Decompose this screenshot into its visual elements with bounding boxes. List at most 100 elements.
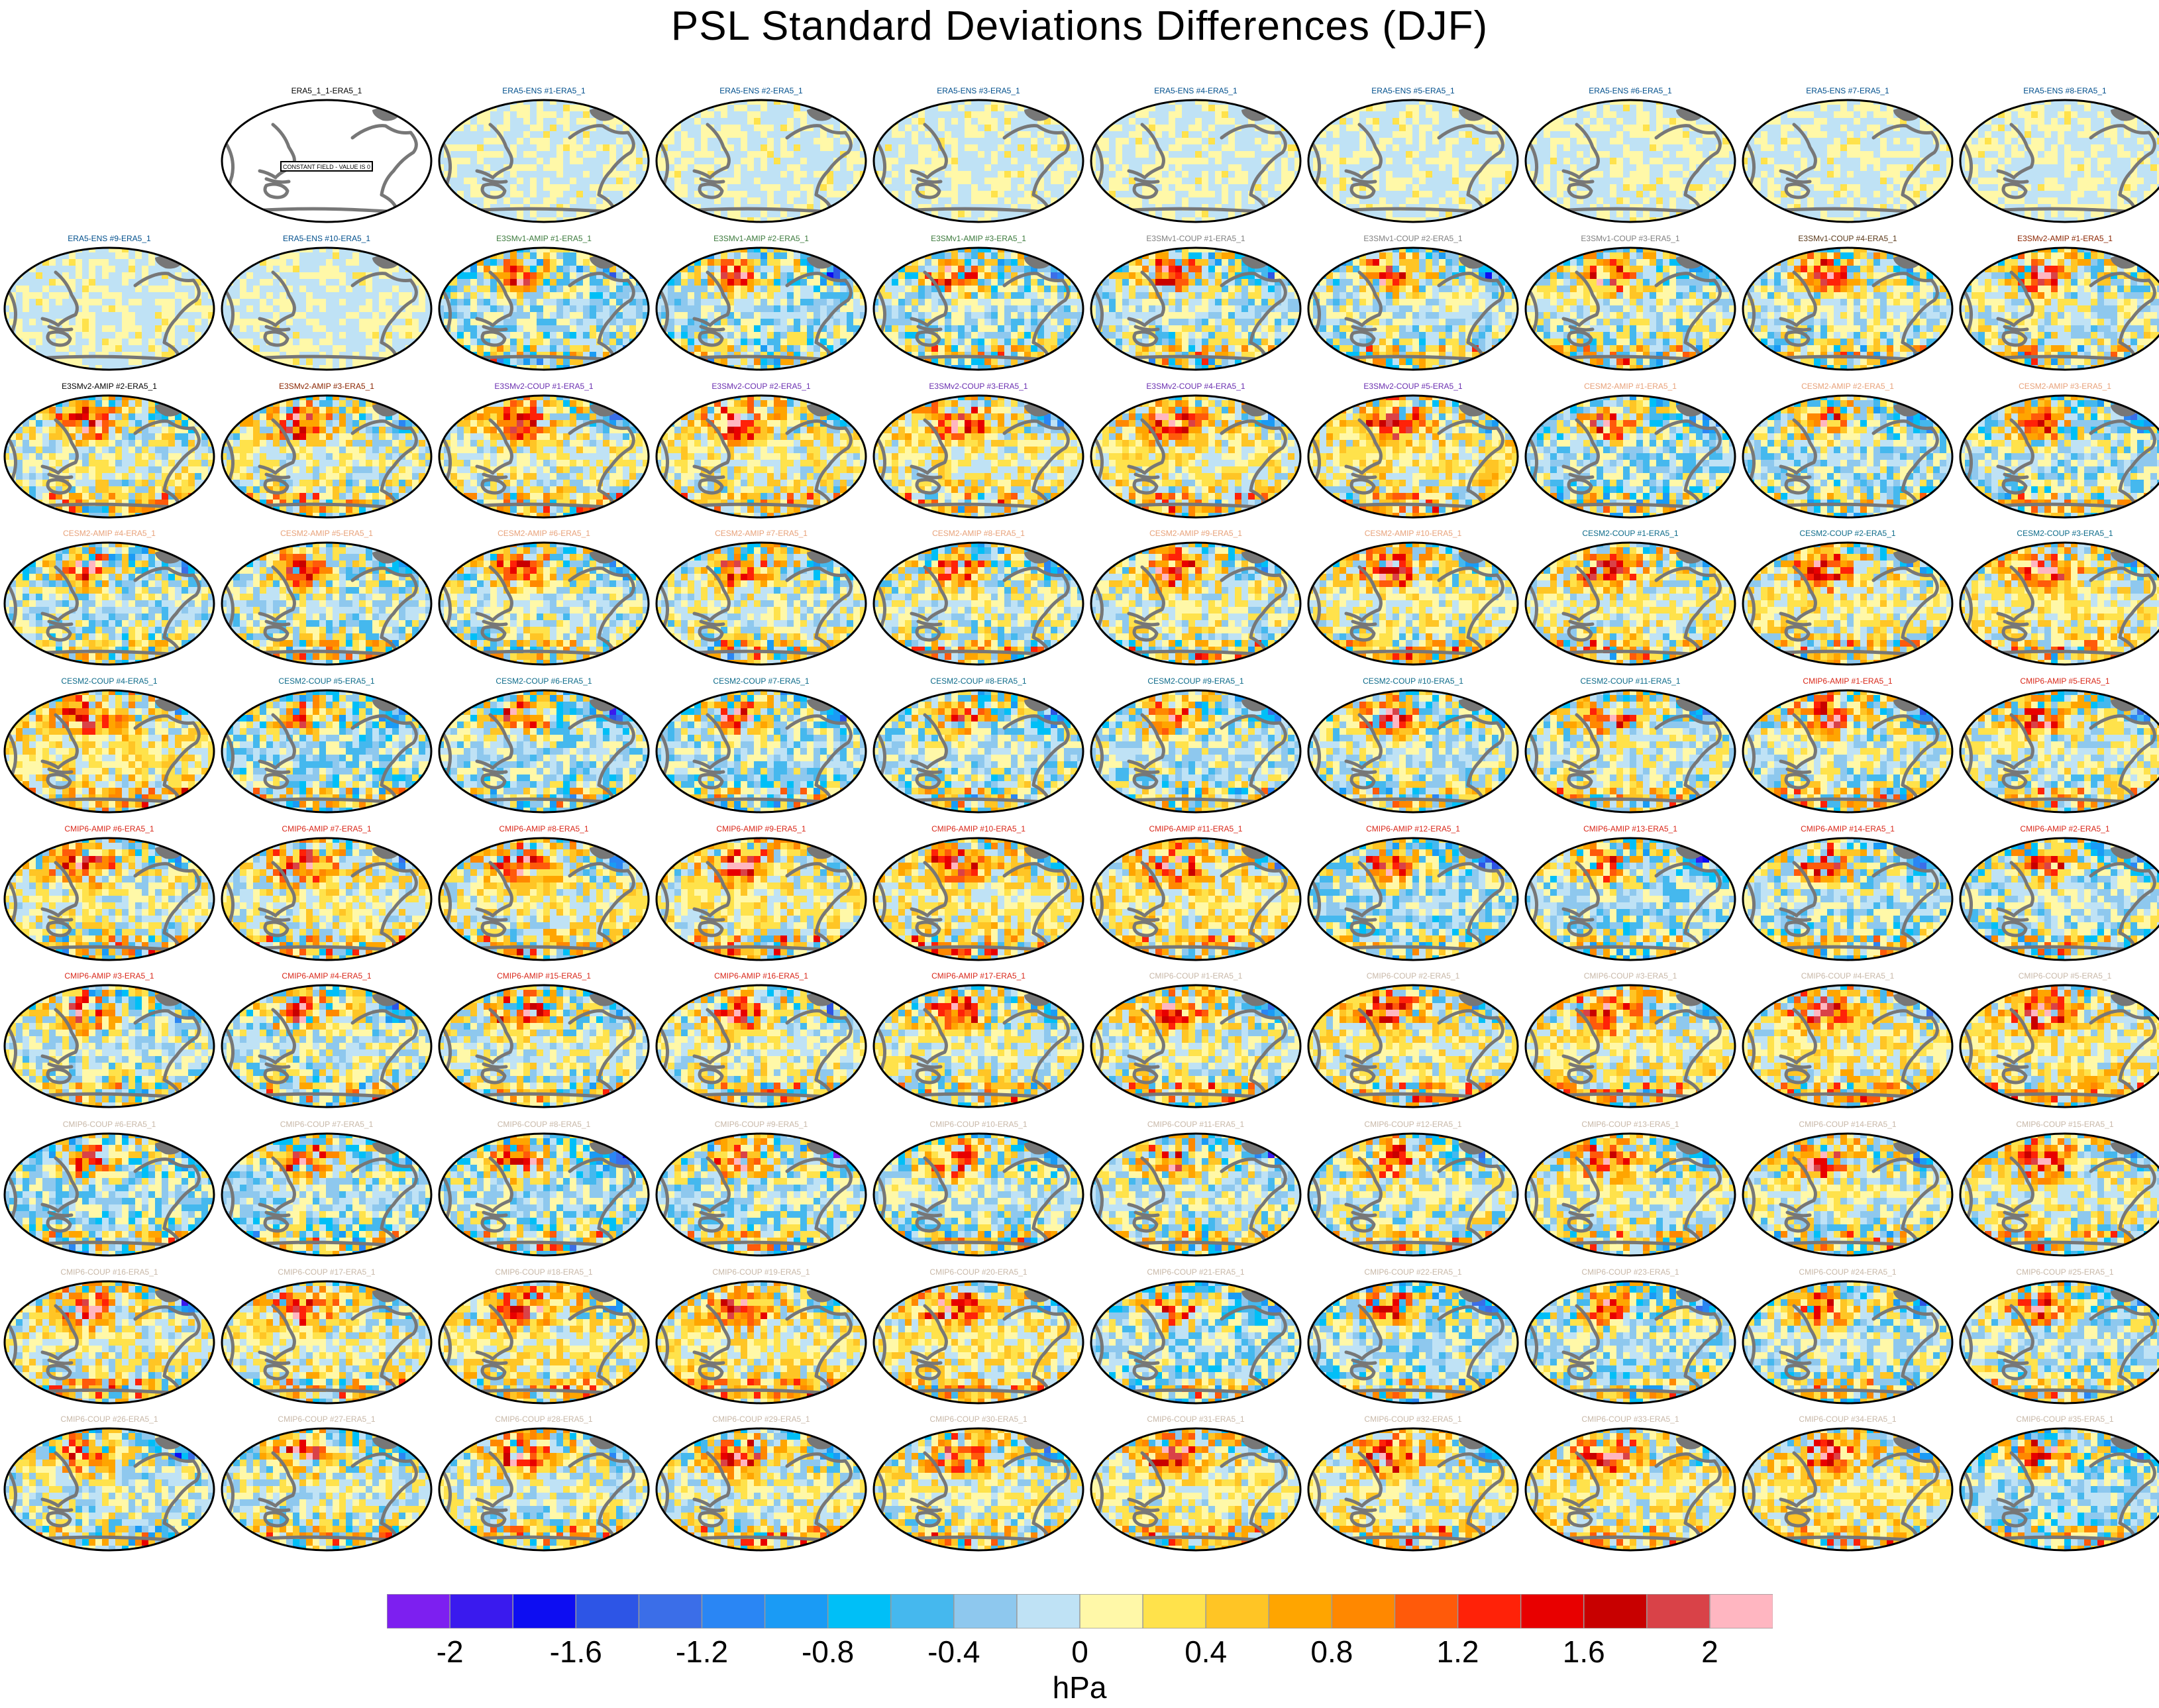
map-panel: CMIP6-AMIP #14-ERA5_1 [1741, 823, 1954, 962]
colorbar-tick-label: 2 [1670, 1634, 1750, 1670]
map-panel: CMIP6-AMIP #11-ERA5_1 [1089, 823, 1302, 962]
map-panel: CESM2-AMIP #8-ERA5_1 [872, 527, 1085, 667]
map-panel-title: ERA5_1_1-ERA5_1 [220, 85, 433, 97]
map-panel: ERA5-ENS #4-ERA5_1 [1089, 85, 1302, 224]
world-map [655, 688, 868, 814]
map-panel: CESM2-COUP #3-ERA5_1 [1958, 527, 2159, 667]
map-panel: CMIP6-AMIP #15-ERA5_1 [437, 970, 651, 1109]
map-panel: CESM2-AMIP #2-ERA5_1 [1741, 380, 1954, 519]
map-panel-title: CMIP6-COUP #14-ERA5_1 [1741, 1118, 1954, 1130]
world-map [1524, 246, 1737, 372]
world-map [1306, 983, 1520, 1109]
map-panel-title: E3SMv2-COUP #5-ERA5_1 [1306, 380, 1520, 392]
map-panel: CMIP6-COUP #27-ERA5_1 [220, 1413, 433, 1552]
world-map [3, 394, 216, 519]
map-panel-title: CMIP6-COUP #13-ERA5_1 [1524, 1118, 1737, 1130]
world-map [1089, 688, 1302, 814]
map-panel-title: CESM2-COUP #5-ERA5_1 [220, 675, 433, 687]
map-panel: CMIP6-COUP #12-ERA5_1 [1306, 1118, 1520, 1257]
world-map [1958, 246, 2159, 372]
map-panel-title: CMIP6-COUP #27-ERA5_1 [220, 1413, 433, 1425]
map-panel: CMIP6-COUP #6-ERA5_1 [3, 1118, 216, 1257]
map-panel: E3SMv2-COUP #5-ERA5_1 [1306, 380, 1520, 519]
map-panel: CMIP6-AMIP #12-ERA5_1 [1306, 823, 1520, 962]
map-panel: CESM2-COUP #2-ERA5_1 [1741, 527, 1954, 667]
map-panel-title: E3SMv2-COUP #2-ERA5_1 [655, 380, 868, 392]
colorbar-units: hPa [0, 1670, 2159, 1705]
map-panel-title: CMIP6-AMIP #9-ERA5_1 [655, 823, 868, 835]
map-panel-title: E3SMv2-AMIP #1-ERA5_1 [1958, 233, 2159, 244]
map-panel-title: CMIP6-AMIP #11-ERA5_1 [1089, 823, 1302, 835]
world-map [1741, 1426, 1954, 1552]
map-panel-title: ERA5-ENS #6-ERA5_1 [1524, 85, 1737, 97]
colorbar-tick-label: -0.4 [914, 1634, 994, 1670]
world-map [1741, 246, 1954, 372]
map-panel-title: CMIP6-COUP #16-ERA5_1 [3, 1266, 216, 1278]
map-panel: CESM2-COUP #10-ERA5_1 [1306, 675, 1520, 814]
colorbar [387, 1594, 1773, 1628]
colorbar-swatch [1332, 1594, 1395, 1628]
map-panel: CESM2-AMIP #9-ERA5_1 [1089, 527, 1302, 667]
colorbar-swatch [1458, 1594, 1522, 1628]
map-panel: ERA5-ENS #9-ERA5_1 [3, 233, 216, 372]
map-panel: CMIP6-COUP #32-ERA5_1 [1306, 1413, 1520, 1552]
colorbar-swatch [765, 1594, 829, 1628]
map-panel: E3SMv2-AMIP #2-ERA5_1 [3, 380, 216, 519]
map-panel: CMIP6-COUP #11-ERA5_1 [1089, 1118, 1302, 1257]
world-map [1524, 983, 1737, 1109]
map-panel: CMIP6-COUP #23-ERA5_1 [1524, 1266, 1737, 1405]
map-panel: CESM2-AMIP #10-ERA5_1 [1306, 527, 1520, 667]
map-panel-title: ERA5-ENS #1-ERA5_1 [437, 85, 651, 97]
map-panel: CMIP6-COUP #25-ERA5_1 [1958, 1266, 2159, 1405]
map-panel-title: CESM2-COUP #11-ERA5_1 [1524, 675, 1737, 687]
colorbar-swatch [1521, 1594, 1585, 1628]
map-panel: ERA5-ENS #6-ERA5_1 [1524, 85, 1737, 224]
colorbar-swatch [1395, 1594, 1458, 1628]
world-map [872, 688, 1085, 814]
map-panel: CESM2-COUP #7-ERA5_1 [655, 675, 868, 814]
map-panel-title: E3SMv2-AMIP #2-ERA5_1 [3, 380, 216, 392]
map-panel-grid: ERA5_1_1-ERA5_1 CONSTANT FIELD - VALUE IS… [0, 0, 2159, 1577]
map-panel-title: CESM2-COUP #9-ERA5_1 [1089, 675, 1302, 687]
map-panel-title: CESM2-AMIP #7-ERA5_1 [655, 527, 868, 539]
world-map [437, 1279, 651, 1405]
map-panel: E3SMv1-COUP #3-ERA5_1 [1524, 233, 1737, 372]
map-panel: CMIP6-COUP #3-ERA5_1 [1524, 970, 1737, 1109]
world-map [3, 983, 216, 1109]
world-map [872, 983, 1085, 1109]
map-panel: CMIP6-AMIP #9-ERA5_1 [655, 823, 868, 962]
map-panel-title: CMIP6-COUP #23-ERA5_1 [1524, 1266, 1737, 1278]
map-panel-title: CESM2-AMIP #9-ERA5_1 [1089, 527, 1302, 539]
world-map [1524, 1132, 1737, 1257]
world-map [437, 1132, 651, 1257]
map-panel-title: CMIP6-AMIP #6-ERA5_1 [3, 823, 216, 835]
map-panel: CMIP6-COUP #7-ERA5_1 [220, 1118, 433, 1257]
world-map [220, 246, 433, 372]
map-panel: E3SMv2-COUP #1-ERA5_1 [437, 380, 651, 519]
map-panel-title: ERA5-ENS #7-ERA5_1 [1741, 85, 1954, 97]
world-map [1089, 1132, 1302, 1257]
map-panel: CESM2-COUP #9-ERA5_1 [1089, 675, 1302, 814]
colorbar-swatch [639, 1594, 702, 1628]
map-panel: E3SMv1-COUP #4-ERA5_1 [1741, 233, 1954, 372]
world-map [1524, 98, 1737, 224]
world-map [655, 246, 868, 372]
map-panel: CMIP6-COUP #29-ERA5_1 [655, 1413, 868, 1552]
map-panel-title: CESM2-COUP #1-ERA5_1 [1524, 527, 1737, 539]
colorbar-swatch [954, 1594, 1018, 1628]
map-panel: CMIP6-COUP #34-ERA5_1 [1741, 1413, 1954, 1552]
map-panel: CMIP6-COUP #2-ERA5_1 [1306, 970, 1520, 1109]
colorbar-swatch [1647, 1594, 1711, 1628]
map-panel: CESM2-COUP #4-ERA5_1 [3, 675, 216, 814]
world-map [1089, 983, 1302, 1109]
world-map: CONSTANT FIELD - VALUE IS 0 [220, 98, 433, 224]
map-panel-title: CMIP6-COUP #15-ERA5_1 [1958, 1118, 2159, 1130]
map-panel-title: ERA5-ENS #10-ERA5_1 [220, 233, 433, 244]
world-map [1958, 1279, 2159, 1405]
world-map [1089, 98, 1302, 224]
map-panel: CESM2-COUP #8-ERA5_1 [872, 675, 1085, 814]
colorbar-swatch [576, 1594, 639, 1628]
map-panel: CMIP6-AMIP #5-ERA5_1 [1958, 675, 2159, 814]
world-map [1089, 1426, 1302, 1552]
map-panel: CESM2-AMIP #3-ERA5_1 [1958, 380, 2159, 519]
